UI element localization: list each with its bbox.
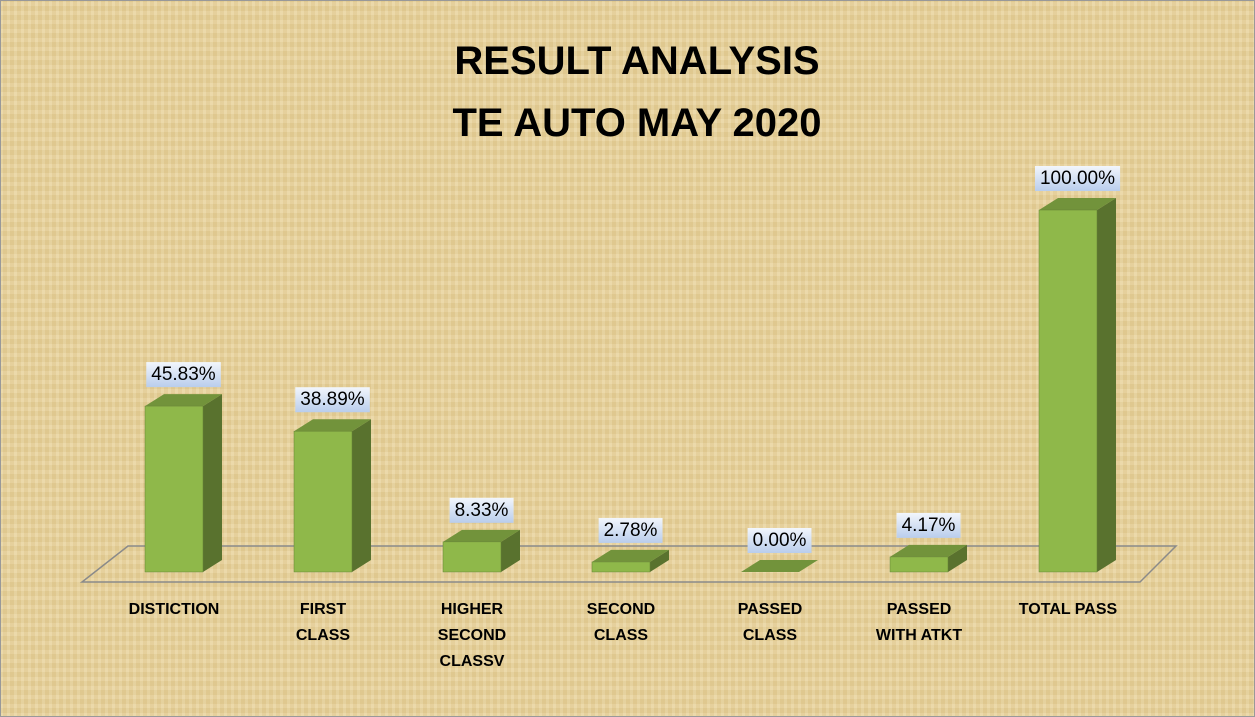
bar-top <box>741 560 818 572</box>
bar-top <box>890 544 967 557</box>
x-tick-label: FIRST CLASS <box>295 601 351 644</box>
data-label: 2.78% <box>604 520 658 541</box>
bar <box>442 541 502 573</box>
bar <box>293 430 353 573</box>
bar-top <box>145 394 222 407</box>
x-tick-label: TOTAL PASS <box>1018 601 1118 618</box>
data-label-box <box>598 517 663 543</box>
bar <box>144 405 204 573</box>
bar-top <box>592 549 669 562</box>
bar <box>591 561 651 573</box>
bar-top <box>1039 198 1116 210</box>
bar-top <box>294 419 371 432</box>
bar-top <box>443 529 520 542</box>
bar <box>889 556 949 573</box>
data-label: 38.89% <box>300 389 365 410</box>
chart-title: RESULT ANALYSIS <box>454 39 819 83</box>
x-tick-label: SECOND CLASS <box>586 601 656 644</box>
floor <box>79 545 1178 583</box>
data-label: 8.33% <box>455 500 509 521</box>
data-label: 0.00% <box>753 530 807 551</box>
data-label-box <box>295 387 370 413</box>
data-label-box <box>1034 166 1121 191</box>
data-label-box <box>896 512 961 538</box>
data-label: 4.17% <box>902 515 956 536</box>
bar-side <box>352 419 371 572</box>
bar-side <box>501 529 520 572</box>
bar-side <box>948 544 967 572</box>
x-tick-label: DISTICTION <box>128 601 220 618</box>
x-tick-label: PASSED CLASS <box>737 601 803 644</box>
x-tick-label: PASSED WITH ATKT <box>875 601 963 644</box>
x-tick-label: HIGHER SECOND CLASSV <box>437 601 507 670</box>
bar-side <box>1097 198 1116 572</box>
bar-side <box>203 394 222 572</box>
data-label-box <box>747 528 812 553</box>
data-label: 45.83% <box>151 364 216 385</box>
data-label-box <box>146 362 221 388</box>
bar-side <box>650 549 669 572</box>
chart-title: TE AUTO MAY 2020 <box>452 101 821 145</box>
bar <box>1038 209 1098 573</box>
data-label-box <box>449 497 514 523</box>
data-label: 100.00% <box>1040 168 1115 189</box>
